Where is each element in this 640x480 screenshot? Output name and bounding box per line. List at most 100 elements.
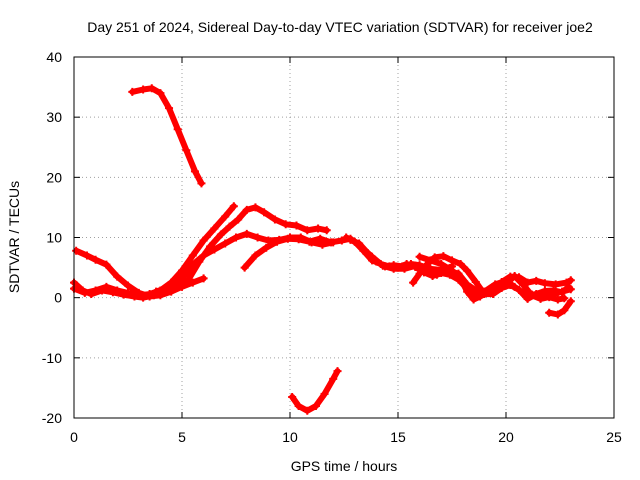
- data-point: [190, 167, 199, 176]
- data-point: [303, 406, 312, 415]
- data-point: [221, 212, 230, 221]
- y-tick-label: 20: [46, 169, 62, 185]
- data-point: [270, 215, 279, 224]
- data-point: [448, 262, 456, 271]
- data-point: [199, 236, 208, 245]
- x-tick-label: 5: [178, 429, 186, 445]
- data-point: [355, 239, 364, 248]
- data-point: [415, 269, 424, 278]
- data-point: [314, 224, 323, 233]
- data-point: [221, 239, 230, 248]
- data-point: [346, 235, 355, 244]
- data-point: [102, 282, 111, 291]
- data-point: [549, 286, 558, 295]
- data-point: [91, 286, 100, 295]
- y-tick-label: 10: [46, 230, 62, 246]
- data-point: [553, 310, 562, 319]
- y-axis-label: SDTVAR / TECUs: [6, 181, 22, 293]
- data-point: [476, 292, 485, 301]
- data-point: [439, 252, 448, 261]
- data-point: [124, 281, 132, 290]
- data-point: [415, 252, 424, 261]
- data-point: [493, 282, 502, 291]
- data-point: [523, 294, 532, 303]
- data-point: [502, 280, 510, 289]
- data-point: [389, 261, 398, 270]
- tick-layer: 0 5 10 15 20 25 -20 -10 0 10 20 30 40: [42, 49, 622, 445]
- y-tick-label: 40: [46, 49, 62, 65]
- data-point: [232, 233, 240, 242]
- data-point: [91, 255, 100, 264]
- data-point: [363, 249, 372, 258]
- data-point: [72, 246, 81, 255]
- data-point: [288, 392, 297, 401]
- data-point: [292, 221, 301, 230]
- data-point: [273, 237, 282, 246]
- data-point: [398, 262, 407, 271]
- data-point: [532, 276, 541, 285]
- data-point: [510, 272, 519, 281]
- data-point: [566, 297, 575, 306]
- data-point: [262, 243, 271, 252]
- data-point: [199, 274, 208, 283]
- data-point: [152, 287, 161, 296]
- data-point: [225, 222, 234, 231]
- data-point: [210, 245, 219, 254]
- data-point: [337, 236, 346, 245]
- data-point: [188, 251, 197, 260]
- data-point: [426, 256, 435, 265]
- data-point: [426, 264, 435, 273]
- data-point: [195, 257, 204, 266]
- x-tick-label: 0: [70, 429, 78, 445]
- data-point: [545, 293, 554, 302]
- data-point: [469, 295, 478, 304]
- chart-title: Day 251 of 2024, Sidereal Day-to-day VTE…: [87, 19, 593, 35]
- data-point: [134, 291, 143, 300]
- data-point: [156, 89, 165, 98]
- data-point: [139, 85, 148, 94]
- data-point: [409, 278, 418, 287]
- data-point: [540, 287, 549, 296]
- data-point: [124, 288, 132, 297]
- data-point: [216, 230, 225, 239]
- data-point: [316, 234, 325, 243]
- data-point: [188, 278, 197, 287]
- data-point: [456, 274, 465, 283]
- data-point: [251, 203, 260, 212]
- data-point: [540, 279, 549, 288]
- data-point: [514, 285, 523, 294]
- data-point: [551, 280, 560, 289]
- data-point: [240, 263, 249, 272]
- data-point: [381, 262, 390, 271]
- data-point: [471, 278, 480, 287]
- x-tick-label: 20: [498, 429, 514, 445]
- data-point: [165, 104, 174, 113]
- data-point: [560, 294, 569, 303]
- data-point: [113, 286, 122, 295]
- data-point: [173, 282, 182, 291]
- data-point: [184, 275, 193, 284]
- data-point: [242, 205, 251, 214]
- data-point: [333, 367, 342, 376]
- data-point: [558, 288, 567, 297]
- x-tick-label: 25: [606, 429, 622, 445]
- data-point: [329, 374, 338, 383]
- series-layer: [70, 84, 575, 415]
- data-point: [197, 179, 206, 188]
- data-point: [372, 257, 381, 266]
- data-point: [545, 308, 554, 317]
- data-point: [229, 202, 238, 211]
- data-point: [260, 208, 269, 217]
- y-tick-label: -10: [42, 350, 62, 366]
- data-point: [406, 259, 415, 268]
- data-point: [456, 259, 465, 268]
- x-axis-label: GPS time / hours: [291, 458, 398, 474]
- data-point: [415, 261, 424, 270]
- data-point: [210, 224, 219, 233]
- data-point: [437, 265, 446, 274]
- data-point: [564, 282, 573, 291]
- data-point: [102, 260, 111, 269]
- data-point: [527, 291, 536, 300]
- data-point: [428, 272, 437, 281]
